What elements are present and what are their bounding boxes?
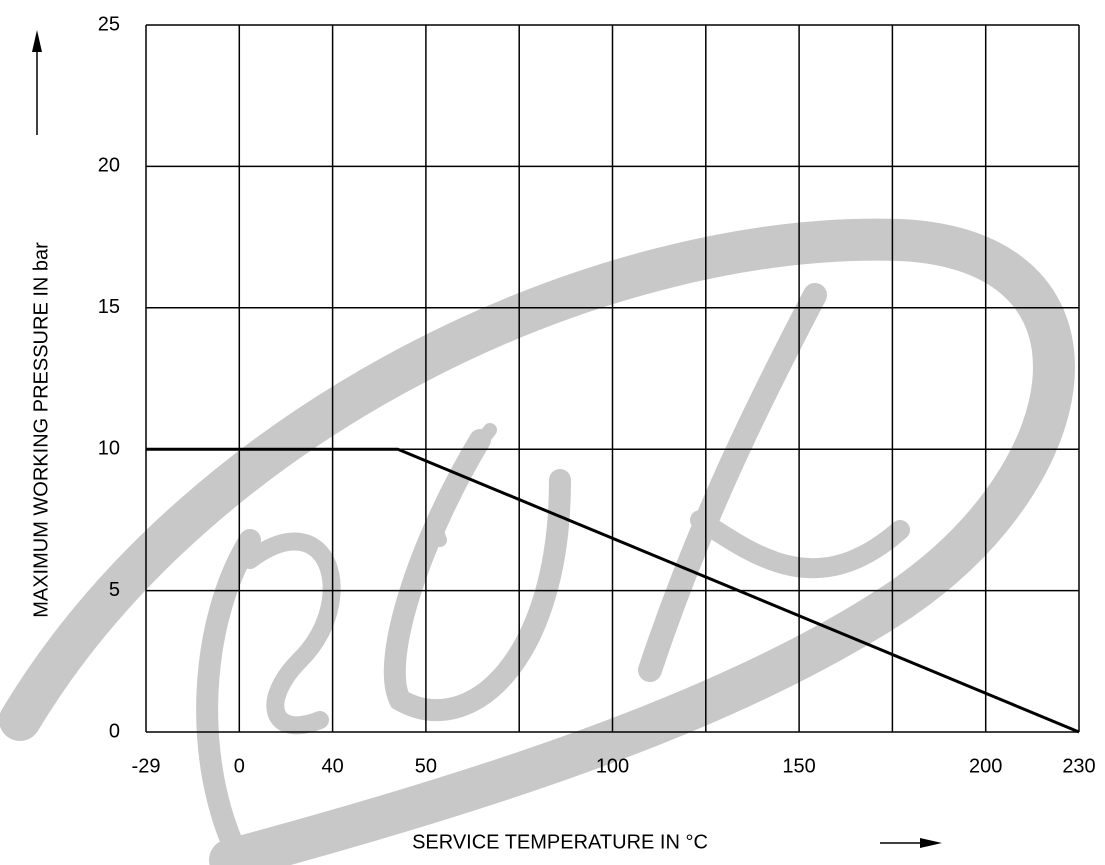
x-arrow [880, 838, 942, 848]
y-tick-label: 10 [98, 437, 120, 459]
watermark [0, 218, 1075, 865]
x-tick-label: 100 [596, 755, 629, 777]
y-axis-label: MAXIMUM WORKING PRESSURE IN bar [30, 242, 52, 618]
x-tick-label: -29 [132, 755, 161, 777]
y-tick-label: 5 [109, 579, 120, 601]
y-tick-label: 15 [98, 296, 120, 318]
y-arrow [32, 30, 42, 135]
x-tick-label: 200 [969, 755, 1002, 777]
line [146, 447, 1080, 734]
x-tick-label: 40 [321, 755, 343, 777]
x-tick-label: 0 [234, 755, 245, 777]
x-tick-label: 50 [415, 755, 437, 777]
x-tick-label: 150 [782, 755, 815, 777]
x-axis-label: SERVICE TEMPERATURE IN °C [412, 831, 708, 853]
y-tick-label: 25 [98, 13, 120, 35]
x-tick-label: 230 [1062, 755, 1095, 777]
y-tick-label: 0 [109, 720, 120, 742]
y-tick-label: 20 [98, 155, 120, 177]
